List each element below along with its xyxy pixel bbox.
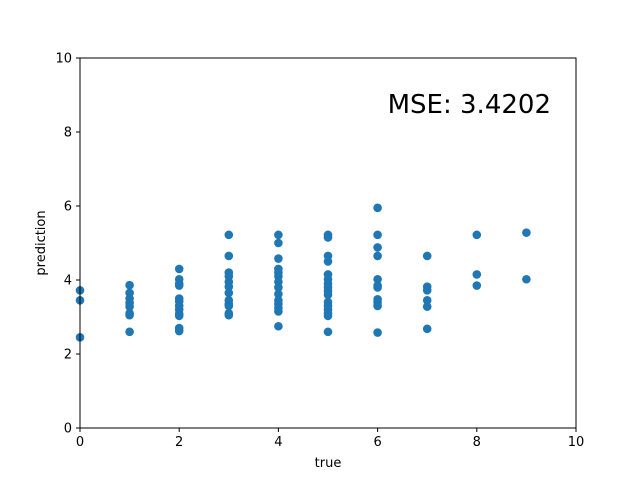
data-point (224, 251, 234, 261)
data-point (373, 230, 382, 240)
x-axis: 0 2 4 6 8 10 (76, 428, 584, 450)
data-point (422, 296, 432, 305)
y-tick-label: 8 (64, 126, 72, 141)
data-point (274, 238, 283, 248)
data-points (75, 203, 531, 342)
data-point (274, 283, 283, 292)
mse-annotation: MSE: 3.4202 (388, 90, 551, 120)
data-point (274, 230, 283, 240)
data-point (125, 280, 134, 290)
data-point (174, 281, 184, 290)
x-axis-label: true (315, 456, 342, 471)
x-tick-label: 2 (175, 435, 183, 450)
data-point (174, 326, 184, 336)
plot-frame (79, 57, 577, 429)
data-point (522, 228, 531, 237)
data-point (174, 311, 184, 321)
x-tick-label: 6 (373, 435, 381, 450)
y-tick-label: 0 (64, 422, 72, 437)
data-point (373, 328, 382, 337)
data-point (274, 321, 283, 331)
x-tick-label: 0 (76, 435, 84, 450)
data-point (472, 270, 482, 279)
data-point (323, 257, 333, 266)
data-point (125, 302, 134, 311)
data-point (224, 230, 234, 240)
data-point (323, 233, 333, 242)
data-point (125, 327, 134, 337)
data-point (472, 230, 482, 240)
data-point (373, 243, 382, 252)
y-tick-label: 6 (64, 200, 72, 215)
x-tick-label: 10 (568, 435, 585, 450)
x-tick-label: 8 (473, 435, 481, 450)
data-point (224, 282, 234, 291)
y-axis-label: prediction (34, 210, 49, 275)
data-point (224, 301, 234, 311)
data-point (274, 254, 283, 263)
data-point (224, 288, 234, 298)
y-tick-label: 4 (64, 274, 72, 289)
y-axis: 0 2 4 6 8 10 (55, 52, 80, 437)
data-point (274, 307, 283, 316)
data-point (522, 274, 531, 284)
data-point (323, 327, 333, 337)
data-point (422, 302, 432, 311)
data-point (125, 310, 134, 320)
data-point (323, 290, 333, 300)
data-point (174, 264, 184, 274)
data-point (224, 310, 234, 320)
data-point (373, 301, 382, 311)
data-point (472, 281, 482, 290)
data-point (422, 324, 432, 334)
data-point (422, 286, 432, 295)
y-tick-label: 2 (64, 348, 72, 363)
data-point (373, 251, 382, 261)
data-point (373, 274, 382, 284)
data-point (323, 311, 333, 321)
data-point (422, 251, 432, 261)
data-point (274, 289, 283, 299)
y-tick-label: 10 (55, 52, 72, 67)
x-tick-label: 4 (274, 435, 282, 450)
data-point (373, 203, 382, 213)
data-point (373, 283, 382, 292)
